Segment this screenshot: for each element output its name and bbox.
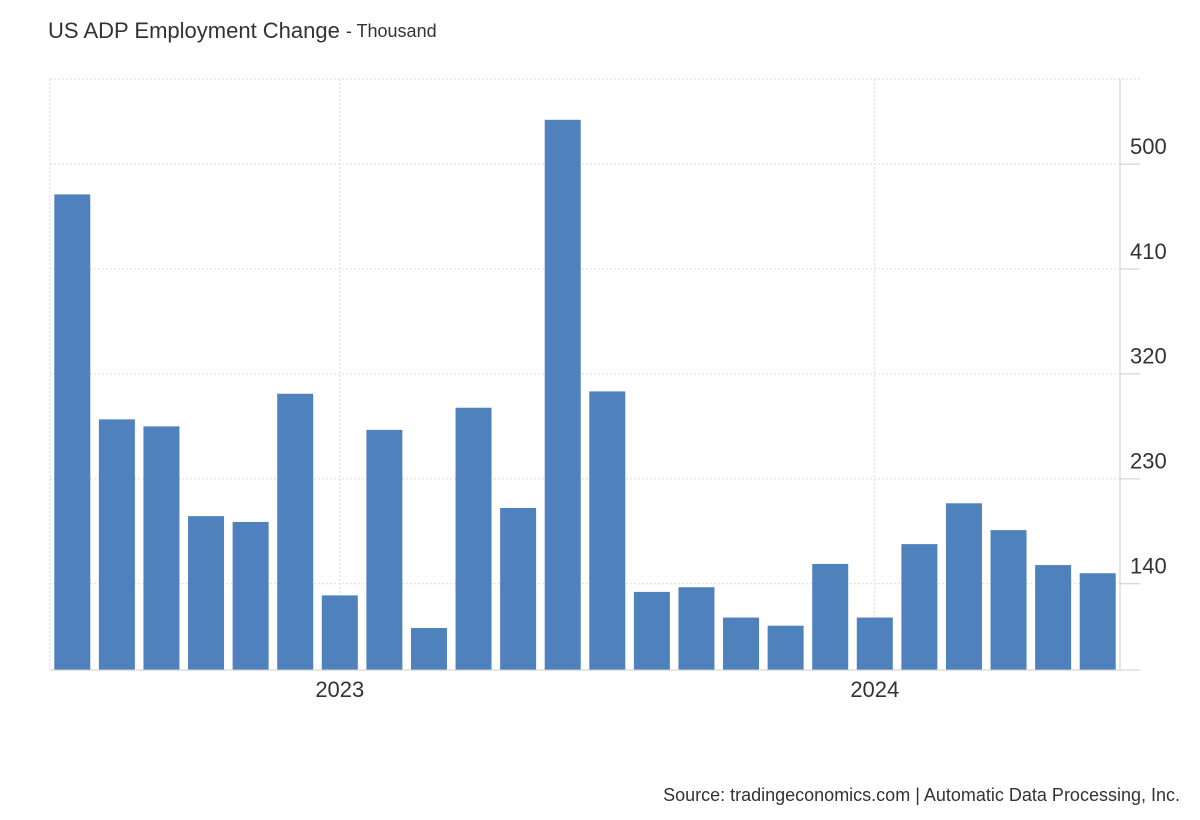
bar [945,503,982,670]
bar [54,194,91,670]
bar [500,507,537,670]
bar [143,426,180,670]
bar [366,429,403,670]
bar [98,419,135,670]
bar [1035,565,1072,670]
bar [1079,573,1116,670]
bar [544,119,581,670]
y-tick-label: 140 [1130,554,1167,579]
chart-title: US ADP Employment Change - Thousand [48,18,437,43]
x-tick-label: 2023 [315,677,364,702]
x-tick-label: 2024 [850,677,899,702]
bar [723,617,760,670]
bar [990,530,1027,670]
y-tick-label: 500 [1130,134,1167,159]
bar [856,617,893,670]
subtitle: - Thousand [346,21,437,41]
y-tick-label: 230 [1130,449,1167,474]
bar [589,391,626,670]
y-tick-label: 410 [1130,239,1167,264]
bar [321,595,358,670]
bar [767,625,804,670]
bar [633,591,670,670]
bar [232,521,269,670]
bar [678,587,715,670]
title: US ADP Employment Change [48,18,340,43]
y-tick-label: 320 [1130,344,1167,369]
bar [812,563,849,670]
bar [455,407,492,670]
bar [901,544,938,670]
bar [410,628,447,670]
bar [188,516,225,670]
bar [277,393,314,670]
source: Source: tradingeconomics.com | Automatic… [663,785,1180,805]
